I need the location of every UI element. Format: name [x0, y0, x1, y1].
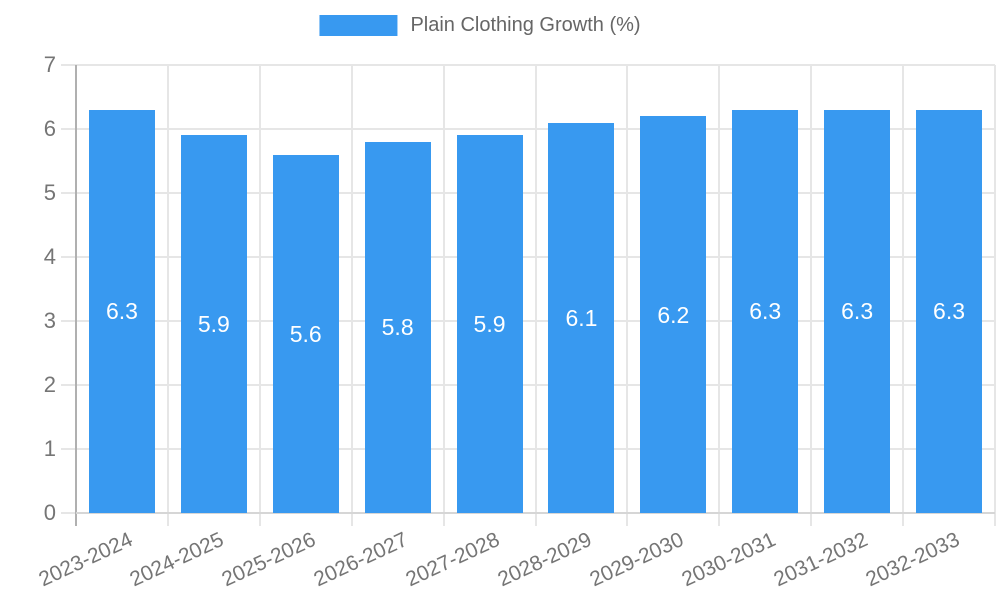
gridline-vertical [258, 65, 261, 513]
legend-swatch [319, 15, 398, 36]
bar-value-label: 5.9 [197, 311, 230, 338]
y-axis-tick [61, 192, 76, 194]
bar [640, 116, 707, 513]
y-axis-tick [61, 320, 76, 322]
bar-value-label: 5.6 [289, 320, 322, 347]
gridline-vertical [350, 65, 353, 513]
y-axis-tick [61, 512, 76, 514]
gridline-vertical [902, 65, 905, 513]
x-axis-category-label: 2024-2025 [126, 528, 228, 592]
legend-label: Plain Clothing Growth (%) [410, 14, 641, 36]
x-axis-category-label: 2031-2032 [770, 528, 871, 592]
x-axis-tick [442, 513, 445, 526]
bar-value-label: 6.3 [105, 298, 138, 325]
y-axis-tick-label: 4 [43, 244, 56, 269]
bar [272, 154, 339, 513]
x-axis-category-label: 2023-2024 [34, 528, 136, 592]
x-axis-category-label: 2028-2029 [494, 528, 596, 592]
gridline-vertical [534, 65, 537, 513]
gridline-vertical [442, 65, 445, 513]
x-axis-tick [166, 513, 169, 526]
bar-value-label: 6.3 [841, 298, 874, 325]
x-axis-tick [534, 513, 537, 526]
x-axis-category-label: 2030-2031 [678, 528, 779, 592]
y-axis-tick-label: 6 [43, 116, 56, 141]
bar [364, 141, 431, 513]
bar-value-label: 6.2 [657, 301, 690, 328]
gridline-vertical [166, 65, 169, 513]
bar [88, 109, 155, 513]
bar [456, 135, 523, 513]
y-axis-tick [61, 128, 76, 130]
x-axis-category-label: 2029-2030 [586, 528, 688, 592]
gridline-vertical [810, 65, 813, 513]
x-axis-tick [994, 513, 996, 526]
y-axis-tick [61, 448, 76, 450]
x-axis-category-label: 2025-2026 [218, 528, 320, 592]
x-axis-tick [258, 513, 261, 526]
x-axis-line [76, 512, 995, 514]
y-axis-line [75, 65, 77, 526]
bar [548, 122, 615, 513]
y-axis-tick-label: 3 [43, 308, 56, 333]
x-axis-tick [626, 513, 629, 526]
bar [824, 109, 891, 513]
x-axis-tick [350, 513, 353, 526]
x-axis-tick [902, 513, 905, 526]
y-axis-tick [61, 384, 76, 386]
x-axis-category-label: 2026-2027 [310, 528, 412, 592]
y-axis-tick [61, 256, 76, 258]
y-axis-tick-label: 0 [43, 500, 56, 525]
bar [916, 109, 983, 513]
x-axis-tick [718, 513, 721, 526]
y-axis-tick [61, 64, 76, 66]
y-axis-tick-label: 5 [43, 180, 56, 205]
bar-value-label: 6.1 [565, 304, 598, 331]
bar-value-label: 6.3 [749, 298, 782, 325]
bar-value-label: 6.3 [933, 298, 966, 325]
chart-legend[interactable]: Plain Clothing Growth (%) [319, 14, 641, 37]
gridline-vertical [994, 65, 996, 513]
gridline-vertical [718, 65, 721, 513]
y-axis-tick-label: 1 [43, 436, 56, 461]
gridline-vertical [626, 65, 629, 513]
x-axis-tick [810, 513, 813, 526]
bar [180, 135, 247, 513]
y-axis-tick-label: 2 [43, 372, 56, 397]
bar [732, 109, 799, 513]
x-axis-category-label: 2032-2033 [862, 528, 963, 592]
bar-value-label: 5.8 [381, 314, 414, 341]
y-axis-tick-label: 7 [43, 52, 56, 77]
x-axis-category-label: 2027-2028 [402, 528, 504, 592]
bar-value-label: 5.9 [473, 311, 506, 338]
